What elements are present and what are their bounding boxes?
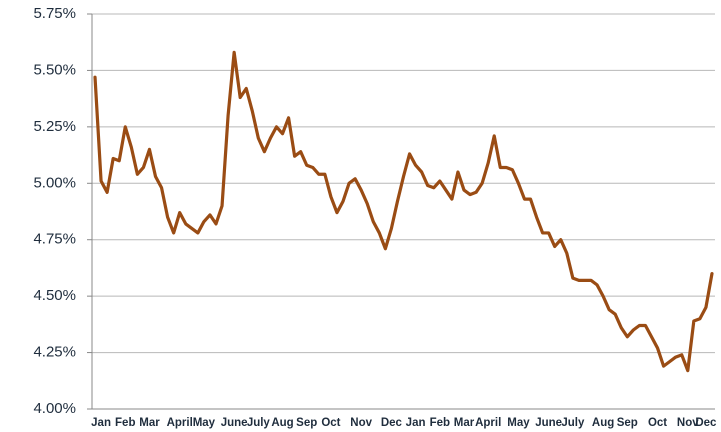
x-tick-label: Oct xyxy=(321,417,340,429)
y-tick-label: 5.00% xyxy=(33,174,76,191)
y-tick-label: 5.75% xyxy=(33,5,76,22)
x-tick-label: Feb xyxy=(430,417,450,429)
x-tick-label: Oct xyxy=(648,417,667,429)
x-tick-label: April xyxy=(475,417,501,429)
x-tick-label: Aug xyxy=(592,417,614,429)
x-tick-label: June xyxy=(535,417,562,429)
y-tick-label: 4.50% xyxy=(33,287,76,304)
x-tick-label: July xyxy=(561,417,585,429)
y-tick-label: 4.00% xyxy=(33,400,76,417)
x-tick-label: Feb xyxy=(115,417,135,429)
x-tick-label: Nov xyxy=(350,417,372,429)
x-tick-label: Jan xyxy=(406,417,426,429)
x-tick-label: July xyxy=(247,417,271,429)
x-tick-label: Mar xyxy=(139,417,160,429)
x-tick-label: April xyxy=(167,417,193,429)
x-tick-label: May xyxy=(193,417,216,429)
y-tick-label: 5.50% xyxy=(33,61,76,78)
x-tick-label: Aug xyxy=(271,417,293,429)
x-tick-label: Sep xyxy=(296,417,317,429)
x-tick-label: Dec xyxy=(381,417,403,429)
x-tick-label: Sep xyxy=(617,417,638,429)
y-tick-label: 4.75% xyxy=(33,231,76,248)
y-tick-label: 5.25% xyxy=(33,118,76,135)
x-tick-label: Jan xyxy=(91,417,111,429)
x-tick-label: Mar xyxy=(454,417,475,429)
line-series xyxy=(93,50,714,373)
y-tick-label: 4.25% xyxy=(33,344,76,361)
x-tick-label: Nov xyxy=(677,417,699,429)
x-tick-label: May xyxy=(507,417,530,429)
x-tick-label: June xyxy=(221,417,248,429)
x-tick-label: Dec xyxy=(695,417,717,429)
